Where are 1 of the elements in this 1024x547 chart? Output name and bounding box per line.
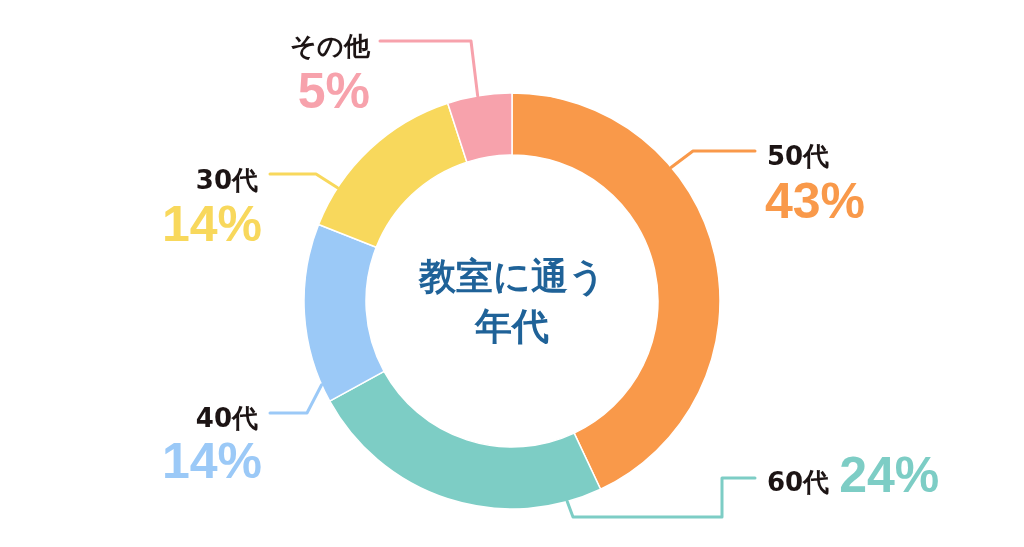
title: 教室に通う年代	[418, 255, 606, 349]
